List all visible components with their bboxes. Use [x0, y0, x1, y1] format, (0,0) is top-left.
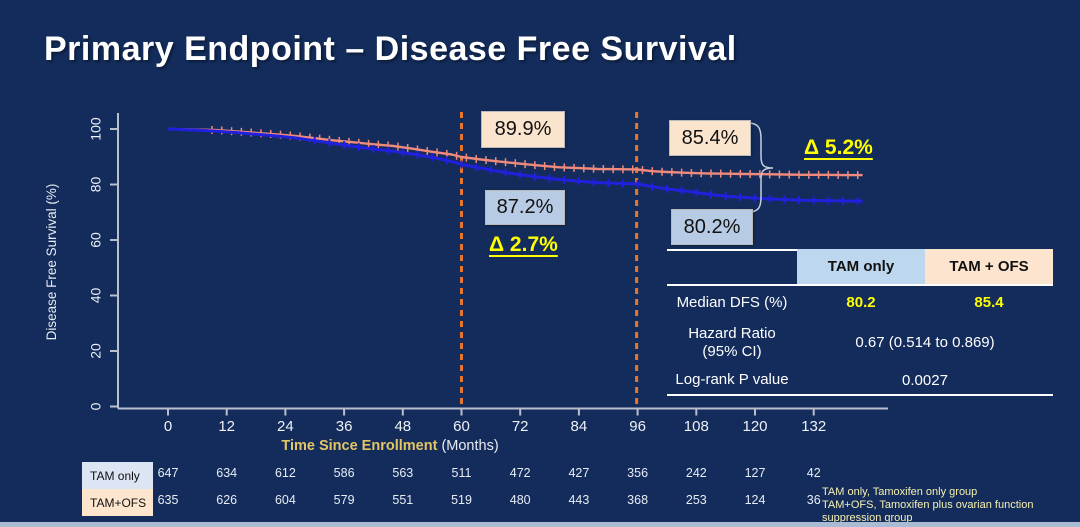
risk-value: 586 — [333, 466, 355, 480]
risk-value: 480 — [509, 493, 531, 507]
y-tick-label: 40 — [88, 288, 104, 304]
risk-value: 519 — [451, 493, 472, 507]
x-tick-label: 24 — [277, 418, 294, 435]
x-tick-label: 72 — [512, 418, 529, 435]
risk-value: 626 — [216, 493, 238, 507]
x-tick-label: 132 — [801, 418, 826, 435]
stats-row-label-hazard-ratio: Hazard Ratio (95% CI) — [667, 319, 797, 366]
x-tick-label: 12 — [218, 418, 235, 435]
x-tick-label: 48 — [394, 418, 411, 435]
risk-value: 356 — [627, 466, 649, 480]
footnote-line1: TAM only, Tamoxifen only group — [822, 486, 978, 498]
stats-row-label-logrank: Log-rank P value — [675, 371, 789, 388]
risk-value: 253 — [685, 493, 707, 507]
risk-value: 647 — [157, 466, 179, 480]
risk-value: 635 — [157, 493, 179, 507]
annotation-tam-8yr: 80.2% — [671, 209, 753, 245]
annotation-delta-5yr: Δ 2.7% — [489, 233, 558, 256]
risk-value: 604 — [274, 493, 296, 507]
risk-value: 242 — [685, 466, 707, 480]
hazard-ratio-line1: Hazard Ratio — [688, 324, 776, 342]
y-tick-label: 20 — [88, 343, 104, 359]
brace-icon — [747, 122, 774, 213]
x-axis-title: Time Since Enrollment (Months) — [281, 438, 498, 454]
risk-value: 443 — [568, 493, 590, 507]
footnote-line2: TAM+OFS, Tamoxifen plus ovarian function… — [822, 499, 1034, 524]
page-title: Primary Endpoint – Disease Free Survival — [44, 30, 737, 68]
y-tick-label: 100 — [88, 117, 104, 141]
risk-value: 612 — [274, 466, 296, 480]
annotation-ofs-5yr: 89.9% — [481, 111, 565, 148]
stats-table-corner — [667, 249, 797, 286]
y-tick-label: 80 — [88, 177, 104, 193]
annotation-delta-8yr: Δ 5.2% — [804, 136, 873, 159]
x-tick-label: 84 — [571, 418, 588, 435]
stats-header-tam-ofs: TAM + OFS — [925, 249, 1053, 286]
x-tick-label: 96 — [629, 418, 646, 435]
risk-value: 368 — [627, 493, 649, 507]
stats-value-median-tam-only: 80.2 — [846, 294, 876, 311]
risk-value: 634 — [216, 466, 238, 480]
footnote: TAM only, Tamoxifen only group TAM+OFS, … — [822, 486, 1080, 525]
stats-value-hazard-ratio: 0.67 (0.514 to 0.869) — [855, 334, 995, 351]
y-axis-title: Disease Free Survival (%) — [44, 184, 59, 341]
x-tick-label: 36 — [336, 418, 353, 435]
y-tick-label: 0 — [88, 402, 104, 410]
stats-value-median-tam-ofs: 85.4 — [974, 294, 1004, 311]
risk-value: 579 — [333, 493, 355, 507]
censor-marks-tam-only — [313, 136, 859, 206]
bottom-strip — [0, 522, 1080, 527]
annotation-tam-5yr: 87.2% — [485, 190, 565, 225]
risk-value: 563 — [392, 466, 414, 480]
risk-value: 36 — [806, 493, 821, 507]
y-tick-label: 60 — [88, 232, 104, 248]
annotation-ofs-8yr: 85.4% — [669, 120, 751, 156]
risk-value: 472 — [509, 466, 531, 480]
risk-value: 511 — [451, 466, 472, 480]
risk-value: 427 — [568, 466, 590, 480]
risk-value: 124 — [744, 493, 766, 507]
hazard-ratio-line2: (95% CI) — [702, 342, 762, 360]
x-tick-label: 120 — [742, 418, 767, 435]
risk-value: 42 — [806, 466, 821, 480]
risk-value: 127 — [744, 466, 766, 480]
risk-row-label-tam-only: TAM only — [82, 462, 153, 489]
risk-value: 551 — [392, 493, 414, 507]
stats-row-label-median-dfs: Median DFS (%) — [676, 293, 788, 311]
x-tick-label: 108 — [684, 418, 709, 435]
stats-header-tam-only: TAM only — [797, 249, 925, 286]
x-tick-label: 0 — [164, 418, 172, 435]
stats-value-logrank-p: 0.0027 — [902, 371, 948, 389]
x-tick-label: 60 — [453, 418, 470, 435]
stats-table: TAM only TAM + OFS Median DFS (%) 80.2 8… — [667, 249, 1053, 396]
risk-row-label-tam-ofs: TAM+OFS — [82, 489, 153, 516]
